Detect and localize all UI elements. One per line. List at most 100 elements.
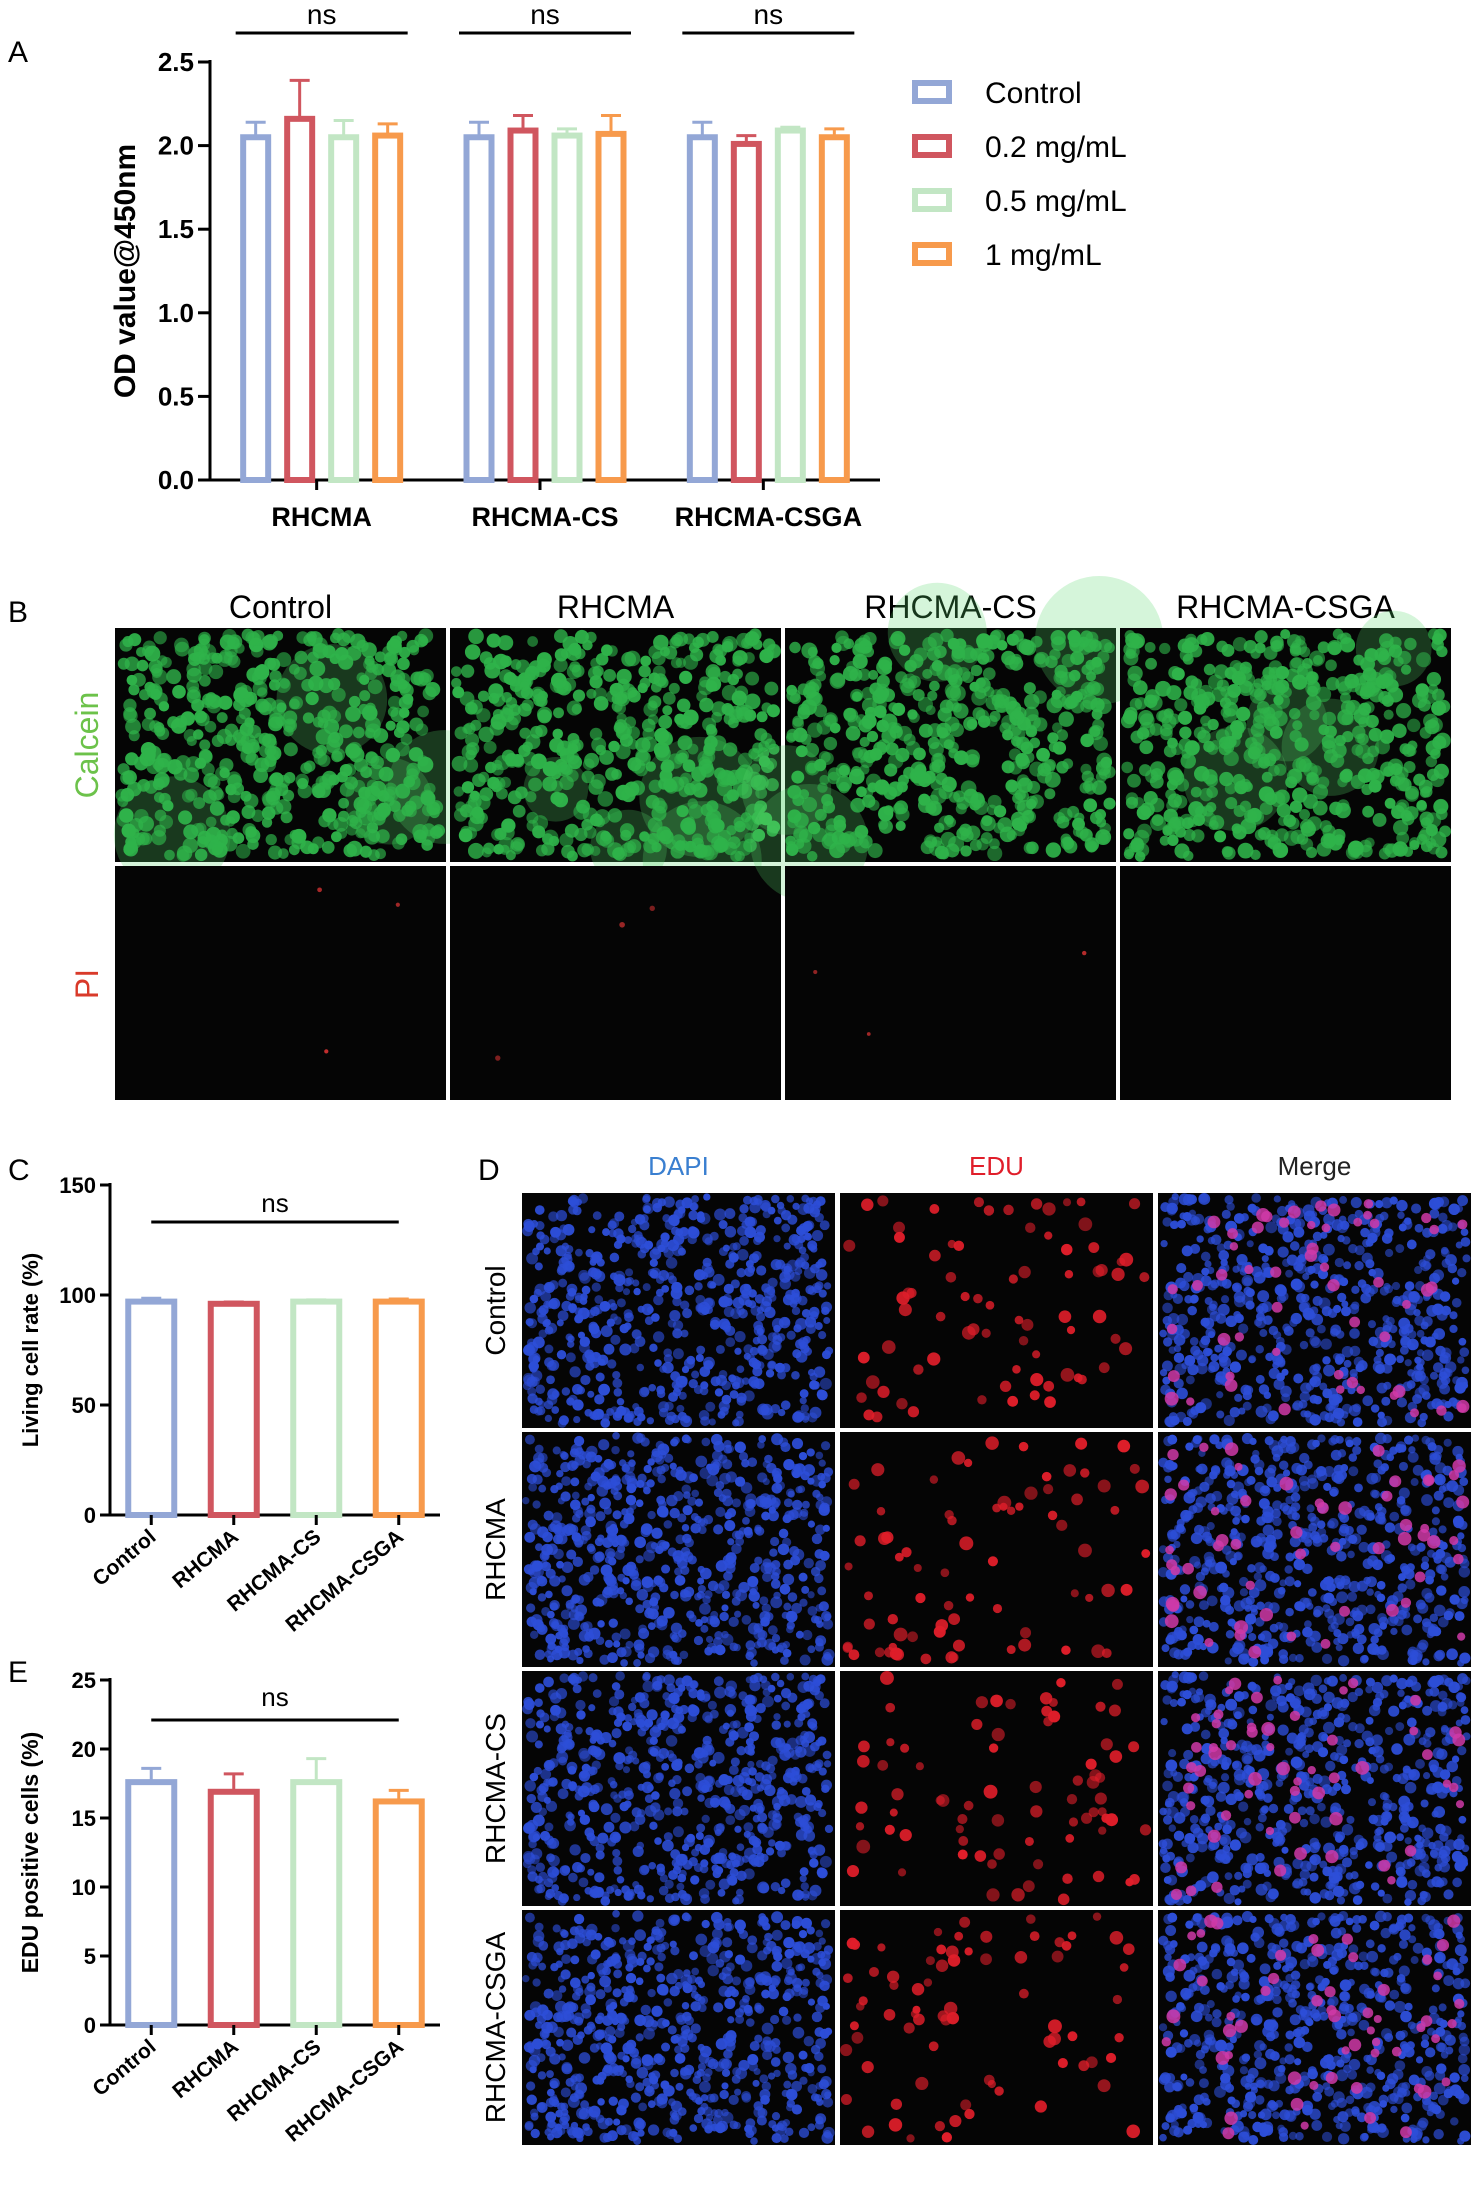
cell	[734, 820, 746, 833]
cell	[218, 695, 233, 710]
cell	[201, 762, 215, 776]
cell	[1204, 1556, 1216, 1568]
cell	[945, 685, 962, 701]
cell	[1032, 1350, 1041, 1359]
cell	[345, 823, 358, 836]
cell	[1457, 1195, 1468, 1206]
cell	[590, 1253, 601, 1264]
cell	[1265, 1221, 1278, 1234]
cell	[1355, 733, 1366, 744]
row-label: Control	[480, 1265, 511, 1355]
cell	[398, 646, 411, 659]
cell	[198, 634, 210, 646]
cell	[680, 817, 696, 834]
cell	[709, 1231, 719, 1241]
cell	[1192, 1279, 1203, 1291]
cell	[913, 1364, 924, 1375]
cell	[697, 1565, 705, 1574]
cell	[848, 1478, 860, 1490]
cell	[1402, 1299, 1412, 1309]
cell	[1284, 1565, 1293, 1574]
cell	[745, 803, 762, 820]
cell	[801, 1194, 810, 1203]
cell	[1446, 1648, 1458, 1661]
cell	[526, 1616, 537, 1627]
significance-label: ns	[530, 0, 560, 30]
cell	[253, 768, 269, 783]
cell	[1172, 1293, 1184, 1304]
cell	[1259, 1565, 1267, 1573]
cell	[1317, 1324, 1326, 1334]
cell	[1410, 1408, 1420, 1418]
cell	[1163, 1337, 1173, 1347]
cell	[1171, 1193, 1179, 1201]
cell	[1365, 772, 1376, 783]
cell	[1119, 1342, 1133, 1356]
cell	[1287, 1205, 1301, 1219]
cell	[1229, 1361, 1242, 1373]
cell	[1190, 678, 1203, 690]
cell	[1321, 1223, 1331, 1233]
cell	[522, 1497, 530, 1505]
cell	[747, 1457, 758, 1468]
cell	[525, 734, 541, 750]
cell	[1169, 1647, 1180, 1659]
cell	[592, 1597, 602, 1607]
cell	[528, 777, 543, 792]
cell	[807, 1645, 816, 1654]
cell	[713, 838, 728, 854]
cell	[613, 1240, 623, 1249]
cell	[348, 695, 361, 708]
cell	[1033, 690, 1047, 704]
cell	[910, 761, 927, 778]
cell	[807, 1477, 815, 1485]
cell	[250, 645, 264, 658]
cell	[553, 1534, 564, 1545]
cell	[983, 1205, 995, 1216]
cell	[1069, 631, 1081, 643]
cell	[1403, 1435, 1414, 1445]
cell	[153, 792, 165, 803]
cell	[386, 638, 402, 654]
cell	[1309, 709, 1320, 721]
cell	[1090, 697, 1105, 713]
cell	[1302, 1272, 1310, 1281]
cell	[524, 1531, 536, 1543]
cell	[744, 1226, 757, 1239]
cell	[1428, 1623, 1439, 1635]
cell	[581, 1285, 591, 1295]
cell	[732, 1296, 745, 1309]
cell	[885, 742, 899, 756]
cell	[1200, 1251, 1211, 1262]
cell	[1075, 1437, 1088, 1450]
cell	[567, 1649, 579, 1661]
cell	[647, 1458, 655, 1466]
cell	[619, 921, 625, 928]
cell	[776, 1201, 785, 1210]
cell	[1414, 1223, 1424, 1233]
cell	[1222, 708, 1238, 723]
cell	[1407, 718, 1421, 733]
cell	[675, 1534, 686, 1545]
cell	[1389, 1511, 1400, 1522]
cell	[1416, 834, 1428, 845]
cell	[835, 762, 851, 778]
cell	[1283, 814, 1297, 828]
cell	[571, 739, 584, 752]
y-tick-label: 20	[72, 1737, 96, 1762]
cell	[805, 1324, 816, 1334]
cell	[1351, 1607, 1360, 1616]
cell	[723, 1306, 735, 1318]
cell	[750, 1305, 761, 1316]
cell	[1207, 1365, 1216, 1373]
cell	[276, 652, 292, 668]
cell	[1404, 1281, 1415, 1291]
cell	[760, 1301, 772, 1313]
cell	[1414, 1356, 1422, 1364]
cell	[825, 824, 837, 837]
cell	[653, 1294, 664, 1306]
cell	[648, 1383, 657, 1392]
cell	[243, 793, 259, 809]
cell	[611, 1445, 620, 1455]
cell	[722, 1459, 733, 1470]
